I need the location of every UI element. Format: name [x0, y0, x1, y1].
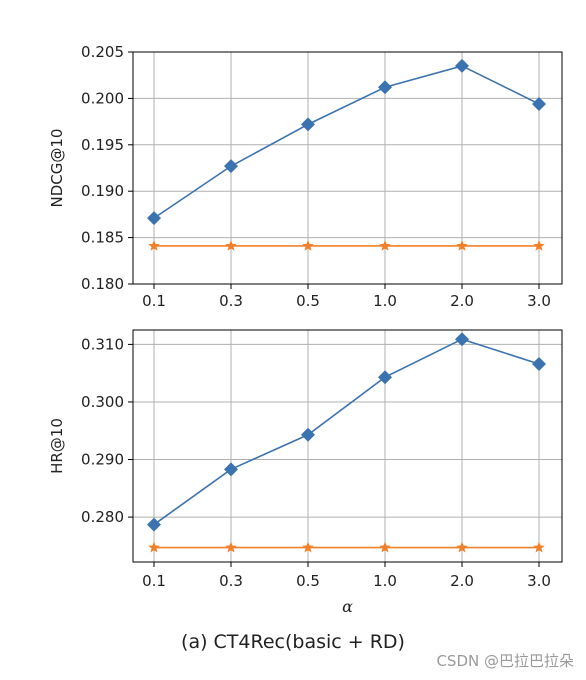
data-point-star	[225, 541, 237, 553]
data-point-star	[533, 239, 545, 251]
data-point-star	[379, 541, 391, 553]
data-point-diamond	[378, 80, 392, 95]
x-tick-label: 0.1	[142, 572, 166, 590]
data-point-star	[225, 239, 237, 251]
data-point-diamond	[532, 356, 546, 371]
data-point-diamond	[147, 517, 161, 532]
data-point-diamond	[455, 332, 469, 347]
data-point-diamond	[301, 427, 315, 442]
y-tick-label: 0.195	[81, 136, 124, 154]
series-line-1	[153, 338, 540, 526]
data-point-diamond	[378, 370, 392, 385]
data-point-diamond	[455, 58, 469, 73]
data-point-star	[456, 239, 468, 251]
x-tick-label: 2.0	[450, 292, 474, 310]
x-tick-label: 1.0	[373, 292, 397, 310]
data-point-star	[302, 541, 314, 553]
y-tick-label: 0.300	[81, 393, 124, 411]
data-point-star	[379, 239, 391, 251]
y-tick-label: 0.180	[81, 275, 124, 293]
x-tick-label: 3.0	[527, 292, 551, 310]
y-tick-label: 0.185	[81, 229, 124, 247]
watermark: CSDN @巴拉巴拉朵	[436, 652, 574, 670]
data-point-star	[148, 541, 160, 553]
data-point-diamond	[224, 159, 238, 174]
chart-panel-1: 0.1 0.3 0.5 1.0 2.0 3.0 0.180 0.185 0.190 0.195 0.…	[48, 43, 563, 310]
x-tick-label: 0.5	[296, 572, 320, 590]
x-tick-label: 0.5	[296, 292, 320, 310]
y-tick-label: 0.200	[81, 89, 124, 107]
data-point-star	[148, 239, 160, 251]
data-point-diamond	[147, 211, 161, 226]
axes-frame	[132, 51, 563, 285]
figure-caption: (a) CT4Rec(basic + RD)	[181, 631, 405, 653]
y-axis-label: HR@10	[48, 418, 66, 474]
y-tick-label: 0.280	[81, 508, 124, 526]
x-tick-label: 0.3	[219, 292, 243, 310]
x-tick-label: 2.0	[450, 572, 474, 590]
axes-frame	[132, 329, 563, 563]
data-point-diamond	[224, 462, 238, 477]
x-axis-label: α	[342, 597, 353, 616]
data-point-star	[456, 541, 468, 553]
x-tick-label: 0.3	[219, 572, 243, 590]
x-tick-label: 0.1	[142, 292, 166, 310]
y-tick-label: 0.205	[81, 43, 124, 61]
y-axis-label: NDCG@10	[48, 129, 66, 208]
y-tick-label: 0.190	[81, 182, 124, 200]
chart-panel-2: 0.1 0.3 0.5 1.0 2.0 3.0 0.280 0.290 0.300 0.310 HR…	[48, 329, 563, 616]
series-line-1	[153, 65, 540, 219]
data-point-star	[302, 239, 314, 251]
data-point-diamond	[301, 117, 315, 132]
data-point-diamond	[532, 96, 546, 111]
y-tick-label: 0.290	[81, 451, 124, 469]
x-tick-label: 3.0	[527, 572, 551, 590]
data-point-star	[533, 541, 545, 553]
y-tick-label: 0.310	[81, 335, 124, 353]
x-tick-label: 1.0	[373, 572, 397, 590]
